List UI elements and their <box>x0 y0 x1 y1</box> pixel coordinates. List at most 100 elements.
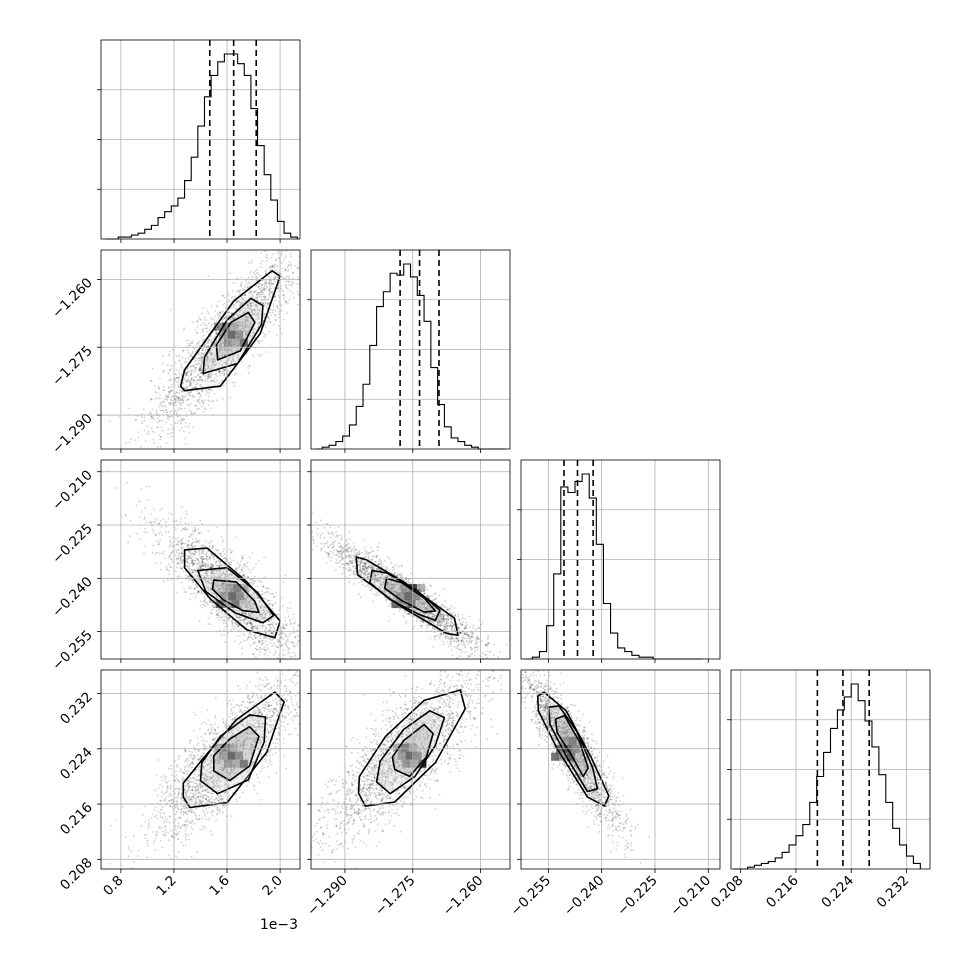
sample-point <box>219 591 221 594</box>
sample-point <box>180 541 183 544</box>
sample-point <box>237 314 240 317</box>
sample-point <box>241 298 244 300</box>
sample-point <box>145 485 148 488</box>
sample-point <box>215 358 218 361</box>
sample-point <box>192 580 195 583</box>
sample-point <box>253 308 256 311</box>
hist2d-cell <box>227 330 235 339</box>
sample-point <box>228 573 231 576</box>
sample-point <box>197 574 199 577</box>
sample-point <box>200 369 202 371</box>
sample-point <box>266 643 269 646</box>
sample-point <box>206 363 209 366</box>
sample-point <box>232 318 235 320</box>
sample-point <box>270 314 272 317</box>
sample-point <box>223 373 226 376</box>
sample-point <box>222 587 224 589</box>
sample-point <box>241 619 243 622</box>
sample-point <box>220 348 223 351</box>
sample-point <box>191 542 193 545</box>
sample-point <box>228 362 231 365</box>
sample-point <box>178 562 181 565</box>
sample-point <box>167 402 170 405</box>
sample-point <box>234 368 237 371</box>
sample-point <box>303 528 305 530</box>
sample-point <box>170 390 172 392</box>
sample-point <box>415 602 417 605</box>
sample-point <box>337 526 340 529</box>
sample-point <box>207 389 210 391</box>
sample-point <box>277 633 280 636</box>
sample-point <box>219 584 221 587</box>
sample-point <box>255 304 257 307</box>
sample-point <box>247 306 249 309</box>
sample-point <box>296 643 299 646</box>
sample-point <box>223 591 226 593</box>
sample-point <box>221 294 224 297</box>
sample-point <box>231 550 234 553</box>
sample-point <box>202 402 204 404</box>
sample-point <box>231 589 234 591</box>
sample-point <box>261 609 263 612</box>
sample-point <box>262 303 264 305</box>
sample-point <box>220 564 223 567</box>
sample-point <box>237 357 240 359</box>
sample-point <box>286 275 288 278</box>
sample-point <box>234 622 236 625</box>
sample-point <box>243 348 245 351</box>
sample-point <box>241 600 244 603</box>
sample-point <box>253 625 256 628</box>
sample-point <box>254 609 257 612</box>
sample-point <box>189 354 192 357</box>
sample-point <box>222 615 224 618</box>
sample-point <box>196 332 199 335</box>
sample-point <box>190 562 193 564</box>
sample-point <box>192 426 195 429</box>
sample-point <box>209 587 212 589</box>
sample-point <box>191 387 193 390</box>
sample-point <box>445 625 448 627</box>
sample-point <box>217 351 220 354</box>
sample-point <box>308 249 310 251</box>
sample-point <box>227 348 230 350</box>
sample-point <box>152 530 155 533</box>
sample-point <box>235 616 238 618</box>
sample-point <box>229 588 232 590</box>
sample-point <box>287 264 290 267</box>
sample-point <box>164 521 167 524</box>
sample-point <box>216 565 218 567</box>
sample-point <box>355 553 357 555</box>
sample-point <box>220 345 223 348</box>
sample-point <box>248 328 251 331</box>
sample-point <box>486 657 489 659</box>
sample-point <box>230 573 233 576</box>
sample-point <box>192 552 194 555</box>
sample-point <box>266 600 269 602</box>
sample-point <box>200 359 203 362</box>
sample-point <box>189 533 192 535</box>
sample-point <box>177 554 179 557</box>
sample-point <box>377 573 379 576</box>
sample-point <box>445 618 448 620</box>
sample-point <box>359 567 362 569</box>
sample-point <box>224 369 226 372</box>
sample-point <box>245 333 248 336</box>
sample-point <box>181 367 183 369</box>
sample-point <box>188 551 191 553</box>
sample-point <box>253 634 256 637</box>
scatter-panel-1-0: −1.290−1.275−1.260 <box>49 249 310 457</box>
sample-point <box>220 574 223 577</box>
sample-point <box>280 627 282 630</box>
sample-point <box>184 373 186 376</box>
sample-point <box>246 622 248 625</box>
sample-point <box>255 293 258 296</box>
sample-point <box>255 563 257 565</box>
sample-point <box>220 574 223 577</box>
sample-point <box>180 542 183 545</box>
sample-point <box>232 317 235 320</box>
sample-point <box>140 415 143 418</box>
sample-point <box>227 370 230 372</box>
sample-point <box>188 381 191 384</box>
sample-point <box>290 623 292 626</box>
sample-point <box>261 615 263 618</box>
